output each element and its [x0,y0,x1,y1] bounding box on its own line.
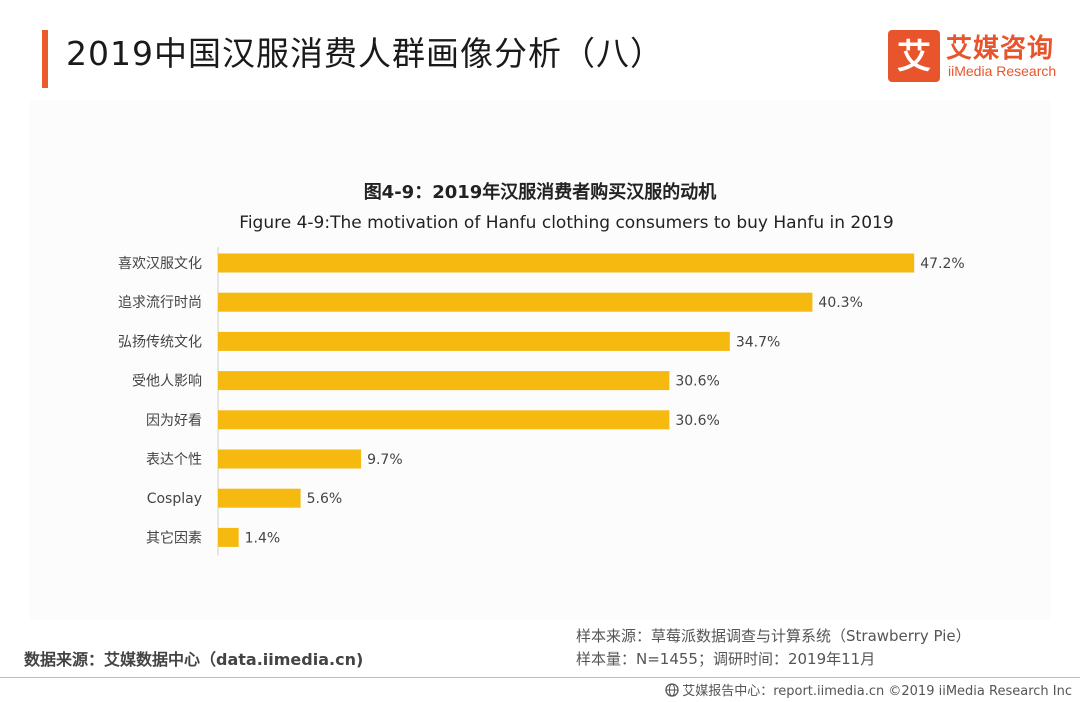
sample-size: 样本量：N=1455；调研时间：2019年11月 [576,650,876,668]
category-label: 其它因素 [146,529,202,546]
value-label: 47.2% [920,256,964,272]
value-label: 30.6% [675,413,719,429]
logo-mark-icon: 艾 [888,30,940,82]
footer: 艾媒报告中心：report.iimedia.cn ©2019 iiMedia R… [665,680,1072,699]
title-accent-bar [42,30,48,88]
category-label: Cosplay [147,491,202,507]
bar [218,253,915,273]
sample-source: 样本来源：草莓派数据调查与计算系统（Strawberry Pie） [576,627,971,645]
value-label: 34.7% [736,334,780,350]
chart-panel [30,100,1050,620]
chart-subtitle: Figure 4-9:The motivation of Hanfu cloth… [239,213,894,233]
value-label: 5.6% [307,491,343,507]
bar [218,371,670,391]
logo-mark-glyph: 艾 [897,37,931,77]
footer-text: 艾媒报告中心：report.iimedia.cn ©2019 iiMedia R… [682,684,1072,699]
brand-logo: 艾 艾媒咨询 iiMedia Research [888,30,1068,84]
chart-title: 图4-9：2019年汉服消费者购买汉服的动机 [363,182,717,203]
category-label: 追求流行时尚 [118,295,202,311]
category-label: 表达个性 [146,452,202,468]
bar [218,331,730,351]
page-title: 2019中国汉服消费人群画像分析（八） [66,34,664,73]
bar [218,527,239,547]
value-label: 40.3% [818,295,862,311]
data-source: 数据来源：艾媒数据中心（data.iimedia.cn) [24,650,364,669]
bars-layer: 喜欢汉服文化 47.2% 追求流行时尚 40.3% 弘扬传统文化 34.7% 受他人影响 30… [118,253,965,547]
bar [218,488,301,508]
category-label: 弘扬传统文化 [118,334,202,350]
category-label: 喜欢汉服文化 [118,256,202,272]
bar [218,292,813,312]
category-label: 受他人影响 [132,374,202,390]
category-label: 因为好看 [146,413,202,429]
value-label: 9.7% [367,452,403,468]
footer-divider [0,677,1080,678]
value-label: 1.4% [245,530,281,546]
value-label: 30.6% [675,374,719,390]
logo-text-en: iiMedia Research [948,63,1057,79]
bar [218,410,670,430]
globe-icon [665,683,679,697]
logo-text-cn: 艾媒咨询 [946,34,1055,64]
bar [218,449,362,469]
sample-info-block: 样本来源：草莓派数据调查与计算系统（Strawberry Pie） 样本量：N=… [576,625,971,671]
